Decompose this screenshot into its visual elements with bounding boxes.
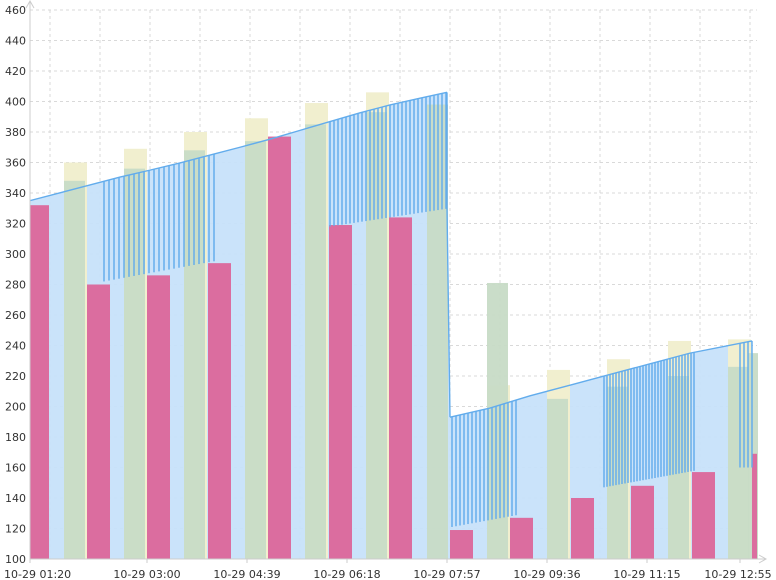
y-tick-label: 340 (5, 187, 26, 200)
x-tick-label: 10-29 09:36 (513, 568, 580, 580)
sage-bar (245, 141, 266, 559)
sage-bar (728, 366, 749, 559)
y-tick-label: 120 (5, 523, 26, 536)
y-tick-label: 360 (5, 157, 26, 170)
pink-bar (87, 284, 110, 559)
y-tick-label: 460 (5, 4, 26, 17)
y-tick-label: 420 (5, 65, 26, 78)
pink-bar (389, 217, 412, 559)
pink-bar (30, 205, 49, 559)
line-layer (29, 91, 753, 527)
pink-bar (571, 498, 594, 559)
y-tick-label: 400 (5, 96, 26, 109)
pink-bar (692, 472, 715, 559)
x-axis-labels: 10-29 01:20 10-29 03:00 10-29 04:39 10-29 0… (4, 568, 772, 580)
x-tick-label: 10-29 12:55 (704, 568, 771, 580)
y-tick-label: 240 (5, 340, 26, 353)
sage-bar (427, 104, 448, 560)
sage-bar (366, 112, 387, 560)
y-tick-label: 280 (5, 279, 26, 292)
pink-bar (329, 225, 352, 559)
y-tick-label: 140 (5, 492, 26, 505)
x-axis-arrow (758, 554, 768, 564)
x-tick-label: 10-29 11:15 (613, 568, 680, 580)
y-tick-label: 320 (5, 218, 26, 231)
y-tick-label: 180 (5, 431, 26, 444)
x-tick-label: 10-29 06:18 (313, 568, 380, 580)
y-axis-labels: 100 120 140 160 180 200 220 240 260 280 300 320 340 3… (5, 4, 26, 566)
pink-bar (631, 485, 654, 559)
x-tick-label: 10-29 01:20 (4, 568, 71, 580)
sage-bar (64, 180, 85, 560)
pink-bar (208, 263, 231, 559)
pink-bar (268, 136, 291, 559)
pink-bar (450, 530, 473, 559)
series-line (449, 340, 753, 418)
y-tick-label: 200 (5, 401, 26, 414)
sage-bar (547, 398, 568, 559)
sage-bar (305, 124, 326, 559)
series-line (29, 91, 448, 202)
pink-bar (510, 517, 533, 559)
series-line-drop (446, 92, 451, 418)
pink-bars (30, 136, 757, 559)
y-tick-label: 440 (5, 35, 26, 48)
x-tick-label: 10-29 04:39 (213, 568, 280, 580)
axes (25, 0, 768, 564)
sage-bar (487, 282, 508, 559)
y-tick-label: 260 (5, 309, 26, 322)
y-tick-label: 160 (5, 462, 26, 475)
x-tick-label: 10-29 03:00 (113, 568, 180, 580)
x-tick-label: 10-29 07:57 (413, 568, 480, 580)
pink-bar (752, 453, 757, 559)
y-tick-label: 100 (5, 553, 26, 566)
y-tick-label: 220 (5, 370, 26, 383)
y-tick-label: 380 (5, 126, 26, 139)
y-axis-arrow (25, 0, 35, 9)
pink-bar (147, 275, 170, 559)
y-tick-label: 300 (5, 248, 26, 261)
